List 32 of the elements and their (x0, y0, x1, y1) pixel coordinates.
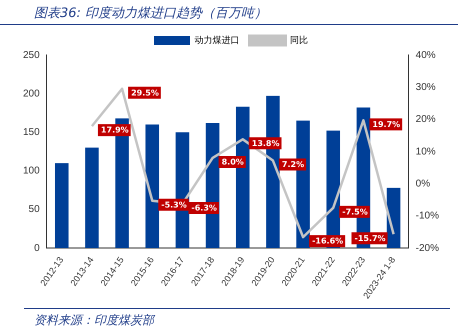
data-label: -6.3% (191, 204, 217, 213)
data-label: -5.3% (161, 200, 187, 210)
data-label: -15.7% (354, 234, 386, 243)
bar (386, 188, 400, 248)
bar (54, 163, 69, 248)
y-tick-label: 100 (22, 166, 40, 177)
data-label: 17.9% (100, 126, 129, 135)
y2-tick-label: -20% (416, 242, 440, 254)
text: 资料来源：印度煤炭部 (34, 312, 154, 329)
data-label: -16.6% (312, 236, 344, 246)
data-label: -7.5% (342, 207, 368, 216)
y-tick-label: 200 (22, 88, 40, 100)
y2-tick-label: 10% (416, 146, 436, 158)
y-tick-label: 0 (34, 242, 40, 254)
data-label: 29.5% (131, 88, 159, 98)
y-tick-label: 50 (28, 204, 40, 216)
y2-tick-label: -10% (416, 210, 440, 222)
bar (145, 124, 160, 248)
data-label: 8.0% (222, 158, 244, 167)
data-label: 19.7% (372, 120, 400, 129)
y-tick-label: 150 (22, 126, 40, 138)
chart-title: 图表36: 印度动力煤进口趋势（百万吨） (34, 5, 268, 22)
legend-label: 同比 (290, 34, 308, 45)
y2-tick-label: 0% (416, 178, 430, 190)
y2-tick-label: 40% (416, 50, 436, 61)
y2-tick-label: 20% (416, 114, 436, 126)
data-label: 13.8% (252, 138, 280, 148)
data-label: 7.2% (282, 160, 304, 170)
bar (85, 148, 99, 248)
legend-label: 动力煤进口 (194, 34, 240, 45)
y-tick-label: 250 (22, 50, 40, 61)
y2-tick-label: 30% (416, 82, 436, 93)
